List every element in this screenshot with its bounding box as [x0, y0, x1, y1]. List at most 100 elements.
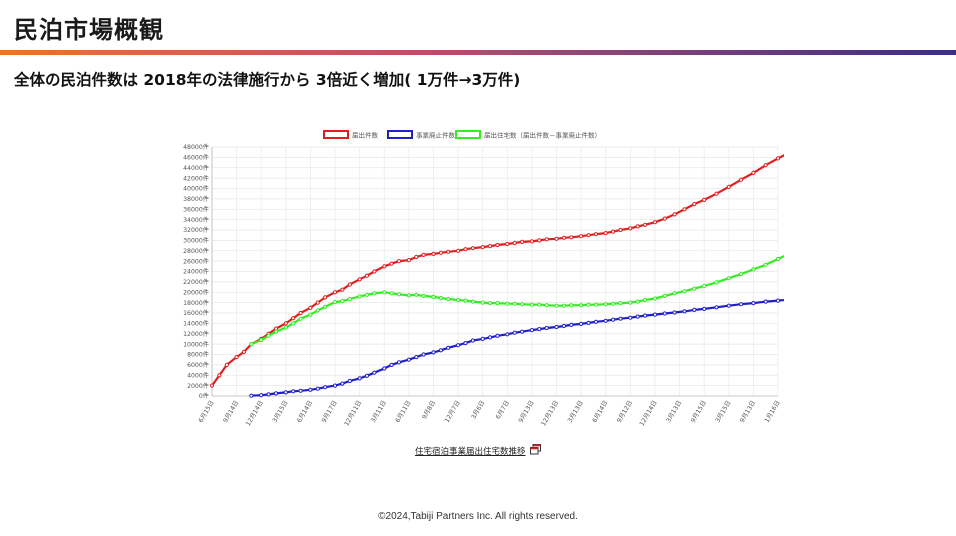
data-point: [259, 393, 264, 398]
data-point: [308, 387, 313, 392]
data-point: [495, 301, 500, 306]
data-point: [463, 298, 468, 303]
data-point: [332, 383, 338, 388]
data-point: [364, 292, 370, 297]
data-point: [382, 290, 387, 295]
data-point: [421, 252, 426, 257]
data-point: [431, 294, 436, 299]
data-point: [357, 294, 362, 299]
y-tick-label: 6000件: [187, 361, 209, 369]
data-point: [298, 316, 303, 321]
data-point: [224, 362, 229, 367]
x-tick-label: 3月11日: [370, 400, 388, 424]
y-tick-label: 38000件: [183, 195, 209, 203]
data-point: [672, 291, 677, 296]
external-window-icon[interactable]: [530, 444, 541, 455]
data-point: [364, 373, 370, 378]
data-point: [446, 296, 451, 302]
data-point: [603, 302, 608, 307]
data-point: [628, 300, 633, 305]
legend-label: 事業廃止件数: [416, 131, 456, 140]
data-point: [763, 299, 768, 304]
data-point: [495, 333, 500, 338]
data-point: [739, 302, 744, 307]
data-point: [463, 247, 468, 252]
data-point: [406, 357, 411, 362]
legend-swatch: [455, 130, 481, 139]
data-point: [396, 360, 402, 365]
data-point: [456, 343, 461, 348]
x-tick-label: 3月13日: [567, 400, 585, 424]
data-point: [372, 370, 377, 375]
data-point: [241, 349, 247, 354]
data-point: [315, 300, 320, 305]
data-point: [512, 330, 517, 335]
data-point: [682, 289, 687, 294]
data-point: [702, 197, 707, 203]
y-tick-label: 12000件: [183, 330, 209, 338]
x-tick-label: 6月7日: [495, 400, 511, 421]
data-point: [569, 322, 574, 327]
data-point: [529, 302, 534, 307]
data-point: [751, 170, 756, 176]
y-tick-label: 42000件: [183, 174, 209, 182]
chart-source-link[interactable]: 住宅宿泊事業届出住宅数推移: [415, 447, 526, 457]
data-point: [726, 303, 731, 308]
data-point: [569, 303, 574, 308]
y-tick-label: 8000件: [187, 351, 209, 359]
y-tick-label: 46000件: [183, 154, 209, 162]
data-point: [488, 335, 493, 340]
x-tick-label: 3月15日: [271, 400, 289, 424]
data-point: [652, 296, 658, 301]
data-point: [569, 235, 574, 240]
data-point: [340, 287, 345, 292]
data-point: [692, 307, 697, 312]
data-point: [662, 216, 667, 221]
y-tick-label: 40000件: [183, 185, 209, 193]
data-point: [611, 229, 616, 234]
data-point: [652, 312, 658, 317]
data-point: [611, 301, 616, 306]
data-point: [561, 323, 566, 329]
data-point: [495, 242, 500, 248]
data-point: [480, 336, 485, 341]
data-point: [323, 385, 328, 390]
data-point: [529, 239, 534, 244]
page-subtitle: 全体の民泊件数は 2018年の法律施行から 3倍近く増加( 1万件→3万件): [14, 71, 521, 89]
data-point: [283, 321, 288, 326]
legend-label: 届出住宅数（届出件数－事業廃止件数）: [484, 131, 601, 140]
data-point: [692, 286, 697, 291]
data-point: [382, 366, 387, 371]
data-point: [470, 338, 475, 343]
data-point: [266, 333, 271, 338]
data-point: [751, 267, 756, 272]
y-tick-label: 2000件: [187, 382, 209, 390]
y-tick-label: 24000件: [183, 268, 209, 276]
data-point: [544, 325, 549, 331]
data-point: [643, 297, 648, 303]
data-point: [438, 348, 443, 353]
data-point: [682, 207, 687, 212]
y-tick-label: 20000件: [183, 288, 209, 296]
data-point: [512, 240, 517, 246]
data-point: [579, 234, 584, 239]
data-point: [372, 269, 377, 274]
data-point: [554, 236, 559, 241]
data-point: [635, 314, 640, 319]
data-point: [347, 282, 352, 287]
data-point: [291, 316, 296, 321]
x-tick-label: 9月8日: [421, 400, 437, 421]
data-point: [611, 317, 616, 322]
data-point: [308, 312, 313, 317]
data-point: [488, 301, 493, 306]
data-point: [414, 254, 419, 260]
x-tick-label: 12月14日: [245, 400, 265, 428]
data-point: [347, 296, 352, 302]
data-point: [298, 310, 303, 316]
data-point: [554, 324, 559, 330]
data-point: [586, 320, 591, 325]
data-point: [505, 332, 510, 337]
data-point: [702, 283, 707, 289]
x-tick-label: 9月15日: [690, 400, 708, 424]
data-point: [406, 258, 411, 263]
